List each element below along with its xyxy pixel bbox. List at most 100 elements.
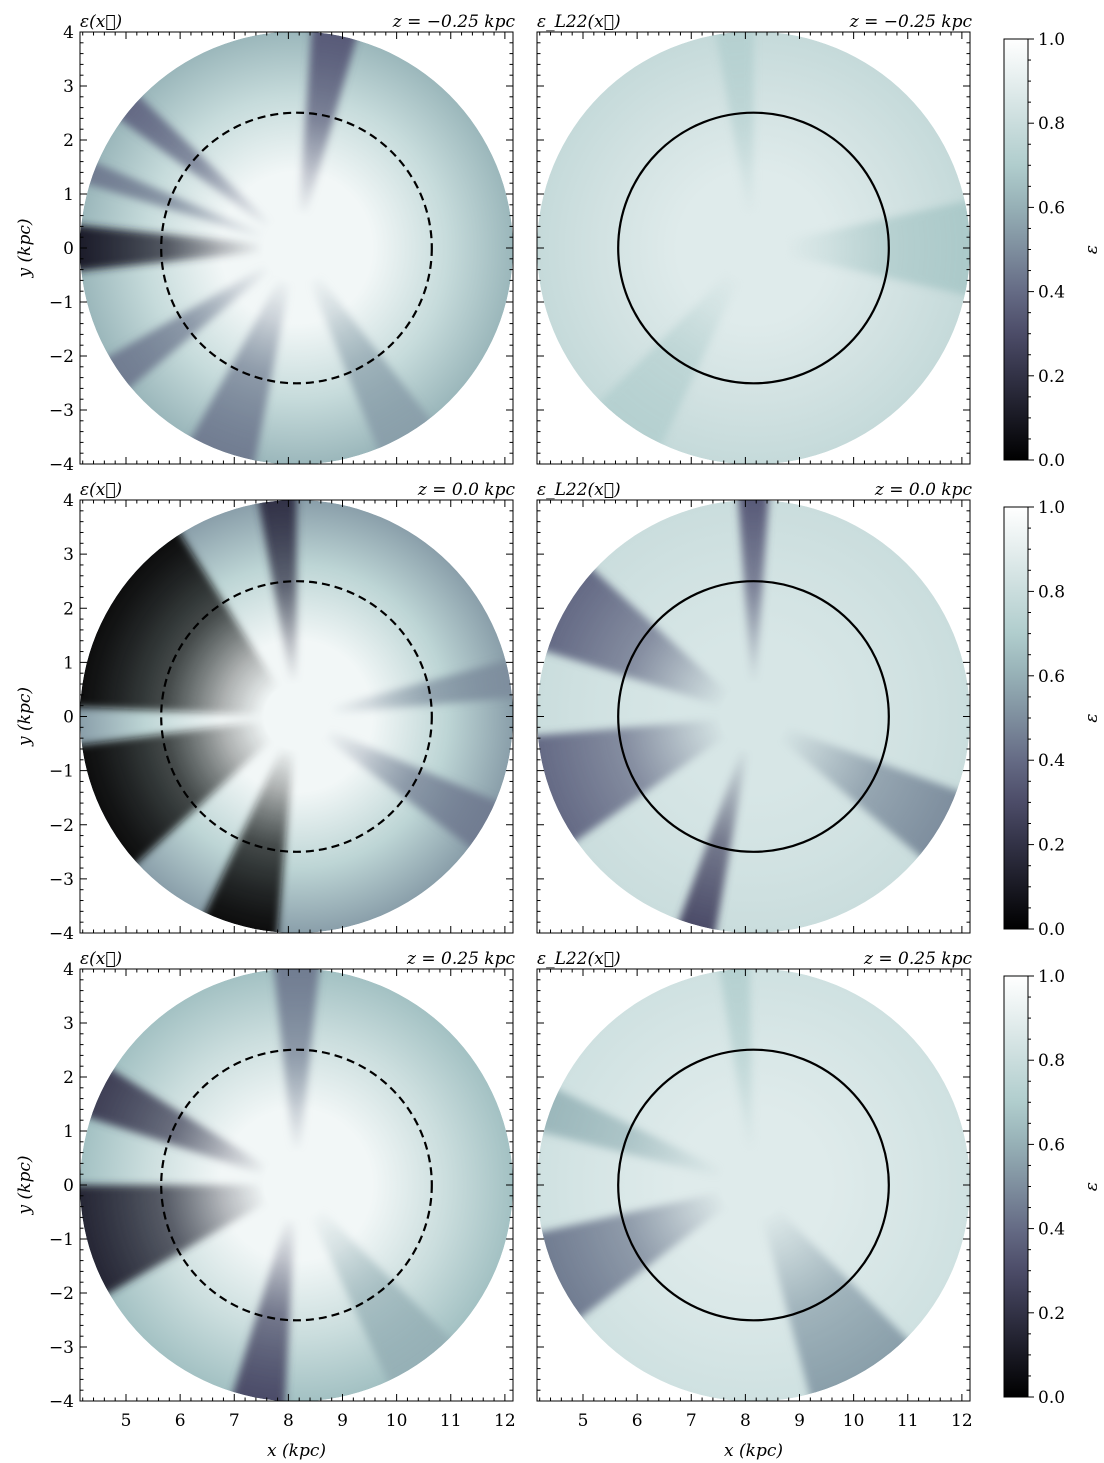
x-tick-label: 8 — [740, 1411, 751, 1431]
y-tick-label: 0 — [63, 239, 74, 259]
x-tick-label: 6 — [175, 1411, 186, 1431]
y-tick-label: 4 — [63, 491, 74, 511]
colorbar-tick-label: 0.0 — [1038, 451, 1065, 471]
colorbar-tick-label: 0.2 — [1038, 836, 1065, 856]
y-tick-label: −4 — [49, 924, 74, 944]
colorbar-tick-label: 0.8 — [1038, 582, 1065, 602]
x-tick-label: 11 — [440, 1411, 462, 1431]
x-tick-label: 12 — [494, 1411, 516, 1431]
z-label: z = 0.25 kpc — [863, 949, 972, 969]
y-tick-label: 1 — [63, 185, 74, 205]
y-tick-label: 3 — [63, 1014, 74, 1034]
z-label: z = −0.25 kpc — [392, 12, 516, 32]
colorbar-tick-label: 0.2 — [1038, 367, 1065, 387]
x-axis-label: x (kpc) — [724, 1441, 783, 1461]
panel-1-right: ε_L22(x⃗) z = −0.25 kpc — [536, 12, 973, 465]
reference-circle — [617, 580, 890, 853]
colorbar-2: 0.0 0.2 0.4 0.6 0.8 1.0 ε — [1003, 498, 1102, 940]
y-tick-label: −1 — [49, 293, 74, 313]
y-axis-label: y (kpc) — [15, 219, 35, 279]
reference-circle — [160, 111, 433, 385]
panel-1-left: −4 −3 −2 −1 0 1 2 3 4 y (kpc) ε(x⃗) z = −0.25 kpc — [15, 12, 516, 475]
y-tick-label: −2 — [49, 347, 74, 367]
colorbar-label: ε — [1082, 1182, 1102, 1191]
y-tick-label: −1 — [49, 762, 74, 782]
y-tick-label: −4 — [49, 455, 74, 475]
colorbar-3: 0.0 0.2 0.4 0.6 0.8 1.0 ε — [1003, 967, 1102, 1408]
ticks — [537, 968, 970, 1402]
map-disk — [80, 968, 513, 1402]
y-tick-label: −3 — [49, 870, 74, 890]
y-tick-label: 1 — [63, 1122, 74, 1142]
z-label: z = 0.25 kpc — [406, 949, 515, 969]
ticks — [80, 968, 513, 1402]
colorbar-tick-label: 0.0 — [1038, 920, 1065, 940]
panel-title: ε_L22(x⃗) — [537, 480, 621, 500]
panel-title: ε(x⃗) — [80, 949, 122, 969]
colorbar-tick-label: 0.4 — [1038, 1220, 1065, 1240]
colorbar-tick-label: 0.8 — [1038, 1051, 1065, 1071]
colorbar-tick-label: 0.6 — [1038, 198, 1065, 218]
wedge-1 — [80, 218, 297, 278]
colorbar-tick-label: 0.4 — [1038, 283, 1065, 303]
y-tick-label: −2 — [49, 1284, 74, 1304]
y-tick-label: −3 — [49, 1338, 74, 1358]
y-tick-label: 2 — [63, 131, 74, 151]
reference-circle — [617, 111, 890, 385]
x-tick-label: 9 — [794, 1411, 805, 1431]
map-disk — [80, 31, 513, 465]
colorbar-gradient — [1003, 506, 1029, 930]
map-disk — [537, 31, 970, 465]
y-tick-label: 3 — [63, 77, 74, 97]
y-tick-label: −2 — [49, 816, 74, 836]
panel-2-right: ε_L22(x⃗) z = 0.0 kpc — [536, 480, 973, 934]
panel-3-right: 5 6 7 8 9 10 11 12 x (kpc) ε_L22(x⃗) z = 0.25 kpc — [536, 949, 973, 1461]
panel-2-left: −4 −3 −2 −1 0 1 2 3 4 y (kpc) ε(x⃗) z = 0.0 kpc — [15, 480, 516, 944]
z-label: z = 0.0 kpc — [417, 480, 516, 500]
reference-circle — [617, 1048, 890, 1322]
colorbar-label: ε — [1082, 245, 1102, 254]
y-tick-label: −3 — [49, 401, 74, 421]
wedge-4 — [247, 500, 297, 717]
x-tick-label: 5 — [121, 1411, 132, 1431]
y-tick-label: −4 — [49, 1392, 74, 1412]
y-axis-label: y (kpc) — [15, 687, 35, 747]
map-disk — [537, 500, 970, 933]
x-tick-label: 7 — [229, 1411, 240, 1431]
x-tick-label: 10 — [843, 1411, 865, 1431]
colorbar-tick-label: 0.4 — [1038, 751, 1065, 771]
panel-title: ε(x⃗) — [80, 480, 122, 500]
x-tick-label: 6 — [632, 1411, 643, 1431]
y-tick-label: 4 — [63, 960, 74, 980]
panel-title: ε_L22(x⃗) — [537, 12, 621, 32]
ticks — [537, 499, 970, 934]
colorbar-tick-label: 0.8 — [1038, 114, 1065, 134]
reference-circle — [160, 1048, 433, 1322]
colorbar-tick-label: 0.6 — [1038, 667, 1065, 687]
z-label: z = 0.0 kpc — [874, 480, 973, 500]
x-tick-label: 11 — [897, 1411, 919, 1431]
x-tick-label: 7 — [686, 1411, 697, 1431]
wedge-4 — [709, 968, 754, 1185]
y-tick-label: 1 — [63, 653, 74, 673]
ticks — [80, 31, 513, 465]
colorbar-tick-label: 0.0 — [1038, 1388, 1065, 1408]
colorbar-gradient — [1003, 38, 1029, 461]
colorbar-tick-label: 1.0 — [1038, 967, 1065, 987]
colorbar-tick-label: 1.0 — [1038, 498, 1065, 518]
colorbar-tick-label: 0.6 — [1038, 1135, 1065, 1155]
wedge-4 — [733, 500, 774, 717]
y-tick-label: 2 — [63, 1068, 74, 1088]
x-tick-label: 9 — [337, 1411, 348, 1431]
map-disk — [537, 968, 970, 1402]
wedge-1 — [753, 187, 970, 309]
x-tick-label: 5 — [578, 1411, 589, 1431]
colorbar-tick-label: 1.0 — [1038, 30, 1065, 50]
z-label: z = −0.25 kpc — [849, 12, 973, 32]
ticks — [80, 499, 513, 934]
x-tick-label: 12 — [951, 1411, 973, 1431]
y-tick-label: 0 — [63, 708, 74, 728]
y-axis-label: y (kpc) — [15, 1156, 35, 1216]
